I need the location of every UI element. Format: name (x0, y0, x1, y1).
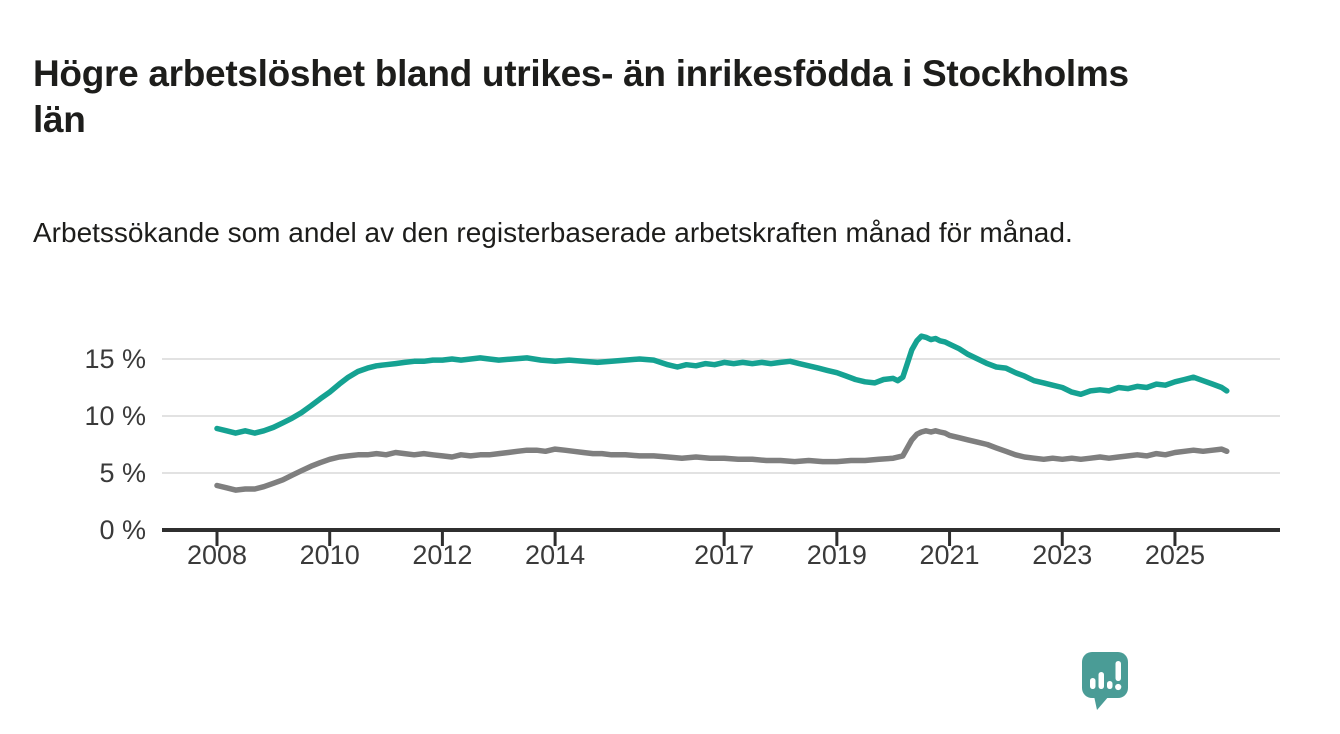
x-tick-label: 2019 (807, 540, 867, 570)
series-line-total-arbetsloshet (214, 428, 1230, 493)
y-tick-label: 10 % (84, 401, 146, 431)
newsworthy-logo (1082, 652, 1128, 710)
y-tick-label: 0 % (99, 515, 146, 545)
page-title: Högre arbetslöshet bland utrikes- än inr… (33, 52, 1129, 140)
y-tick-label: 5 % (99, 458, 146, 488)
x-tick-label: 2012 (412, 540, 472, 570)
chart-subtitle: Arbetssökande som andel av den registerb… (33, 217, 1073, 248)
newsworthy-branding (1082, 652, 1322, 717)
y-tick-label: 15 % (84, 344, 146, 374)
x-tick-label: 2025 (1145, 540, 1205, 570)
x-tick-label: 2014 (525, 540, 585, 570)
x-tick-label: 2010 (300, 540, 360, 570)
speech-bubble-bar-chart-icon (1082, 652, 1128, 710)
x-tick-label: 2021 (920, 540, 980, 570)
x-tick-label: 2017 (694, 540, 754, 570)
series-line-utlandsfodda (214, 333, 1230, 436)
line-chart: 0 % 5 % 10 % 15 % 2008 2010 2012 2014 2017 2019 20… (84, 333, 1280, 570)
x-tick-label: 2023 (1032, 540, 1092, 570)
x-tick-label: 2008 (187, 540, 247, 570)
